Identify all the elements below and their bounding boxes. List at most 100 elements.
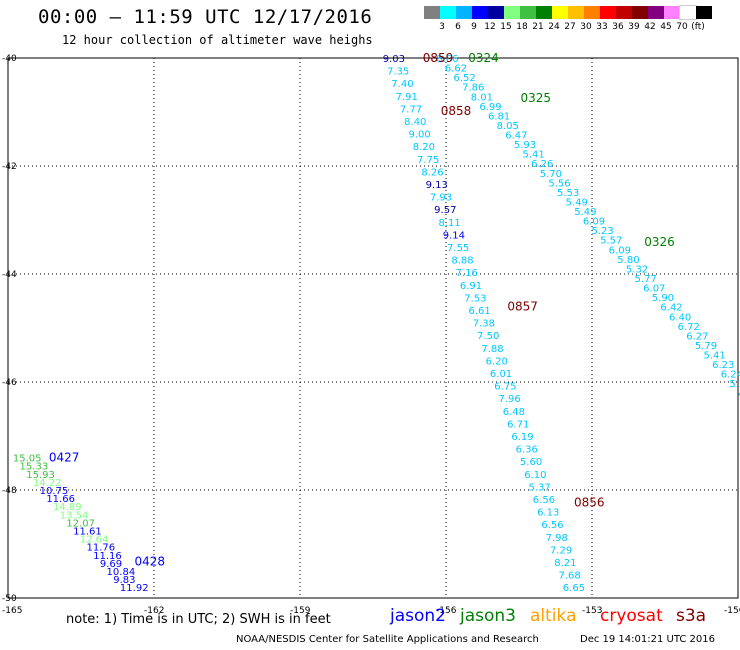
wave-height-value: 7.96 — [498, 394, 520, 405]
scale-label: (ft) — [691, 22, 705, 32]
wave-height-value: 11.61 — [73, 527, 102, 538]
wave-height-value: 7.38 — [473, 319, 495, 330]
wave-height-value: 7.88 — [481, 344, 503, 355]
scale-label: 21 — [532, 22, 544, 32]
scale-swatch — [664, 6, 680, 19]
wave-height-value: 6.56 — [541, 520, 563, 531]
lon-tick-label: -156 — [436, 606, 457, 616]
lat-tick-label: -48 — [2, 486, 17, 496]
time-label: 0428 — [135, 554, 166, 568]
scale-label: 24 — [548, 22, 560, 32]
wave-height-value: 5.2 — [729, 379, 740, 390]
wave-height-value: 7.75 — [417, 155, 439, 166]
wave-height-value: 7.35 — [387, 67, 409, 78]
scale-label: 9 — [471, 22, 477, 32]
wave-height-value: 8.01 — [471, 92, 493, 103]
scale-swatch — [456, 6, 472, 19]
scale-label: 18 — [516, 22, 528, 32]
time-label: 0858 — [441, 104, 472, 118]
wave-height-value: 14.89 — [53, 502, 82, 513]
scale-swatch — [520, 6, 536, 19]
time-label: 0326 — [644, 235, 675, 249]
scale-label: 6 — [455, 22, 461, 32]
scale-label: 27 — [564, 22, 576, 32]
wave-height-value: 9.83 — [113, 575, 135, 586]
wave-height-value: 4 — [738, 389, 740, 400]
wave-height-value: 7.55 — [447, 243, 469, 254]
wave-height-value: 8.20 — [413, 142, 435, 153]
wave-height-value: 5.49 — [574, 207, 596, 218]
wave-height-value: 6.47 — [505, 131, 527, 142]
wave-height-value: 6.36 — [516, 445, 538, 456]
wave-height-value: 5.57 — [600, 236, 622, 247]
wave-height-value: 13.54 — [60, 510, 89, 521]
wave-height-value: 5.49 — [566, 197, 588, 208]
wave-height-value: 6.01 — [490, 369, 512, 380]
wave-height-value: 8.66 — [436, 54, 458, 65]
scale-label: 39 — [628, 22, 640, 32]
wave-height-value: 7.91 — [396, 92, 418, 103]
scale-swatch — [440, 6, 456, 19]
time-label: 0859 — [423, 51, 454, 65]
wave-height-value: 5.70 — [540, 169, 562, 180]
wave-height-value: 6.09 — [583, 217, 605, 228]
time-label: 0325 — [520, 91, 551, 105]
footer-credit: NOAA/NESDIS Center for Satellite Applica… — [236, 634, 539, 645]
scale-label: 42 — [644, 22, 656, 32]
wave-height-value: 6.13 — [537, 508, 559, 519]
legend-cryosat: cryosat — [600, 606, 663, 626]
wave-height-value: 5.37 — [529, 482, 551, 493]
wave-height-value: 6.42 — [660, 303, 682, 314]
wave-height-value: 7.50 — [477, 331, 499, 342]
wave-height-value: 12.64 — [80, 535, 109, 546]
scale-label: 12 — [484, 22, 496, 32]
lat-tick-label: -46 — [2, 378, 17, 388]
wave-height-value: 5.79 — [695, 341, 717, 352]
lat-tick-label: -42 — [2, 162, 17, 172]
scale-label: 45 — [660, 22, 672, 32]
legend-jason3: jason3 — [460, 606, 516, 626]
wave-height-value: 6.75 — [494, 382, 516, 393]
wave-height-value: 6.24 — [721, 370, 740, 381]
scale-label: 30 — [580, 22, 592, 32]
wave-height-value: 8.21 — [554, 558, 576, 569]
scale-swatch — [696, 6, 712, 19]
wave-height-value: 6.27 — [686, 331, 708, 342]
wave-height-value: 5.60 — [520, 457, 542, 468]
wave-height-value: 6.62 — [445, 64, 467, 75]
lon-tick-label: -153 — [582, 606, 602, 616]
wave-height-value: 5.41 — [704, 351, 726, 362]
scale-swatch — [584, 6, 600, 19]
lon-tick-label: -150 — [724, 606, 740, 616]
legend-jason2: jason2 — [390, 606, 446, 626]
note-text: note: 1) Time is in UTC; 2) SWH is in fe… — [66, 612, 331, 627]
wave-height-value: 7.68 — [559, 571, 581, 582]
wave-height-value: 7.16 — [456, 268, 478, 279]
wave-height-value: 5.90 — [652, 293, 674, 304]
wave-height-value: 6.91 — [460, 281, 482, 292]
scale-swatch — [504, 6, 520, 19]
wave-height-value: 7.86 — [462, 83, 484, 94]
time-label: 0856 — [574, 496, 605, 510]
wave-height-value: 11.76 — [86, 543, 115, 554]
wave-height-value: 10.84 — [107, 567, 136, 578]
wave-height-value: 7.98 — [546, 533, 568, 544]
wave-height-value: 15.93 — [26, 470, 55, 481]
wave-height-value: 9.14 — [443, 230, 465, 241]
scale-label: 15 — [500, 22, 512, 32]
wave-height-value: 9.00 — [408, 130, 430, 141]
wave-height-value: 8.05 — [497, 121, 519, 132]
wave-height-value: 11.66 — [46, 494, 75, 505]
wave-height-value: 6.26 — [531, 159, 553, 170]
wave-height-value: 8.11 — [438, 218, 460, 229]
wave-height-value: 6.99 — [479, 102, 501, 113]
wave-height-value: 14.22 — [33, 478, 62, 489]
wave-height-value: 6.07 — [643, 284, 665, 295]
footer-timestamp: Dec 19 14:01:21 UTC 2016 — [580, 634, 715, 645]
wave-height-value: 6.61 — [468, 306, 490, 317]
scale-swatch — [632, 6, 648, 19]
wave-height-value: 5.53 — [557, 188, 579, 199]
scale-swatch — [472, 6, 488, 19]
map-title: 00:00 – 11:59 UTC 12/17/2016 — [38, 6, 373, 28]
